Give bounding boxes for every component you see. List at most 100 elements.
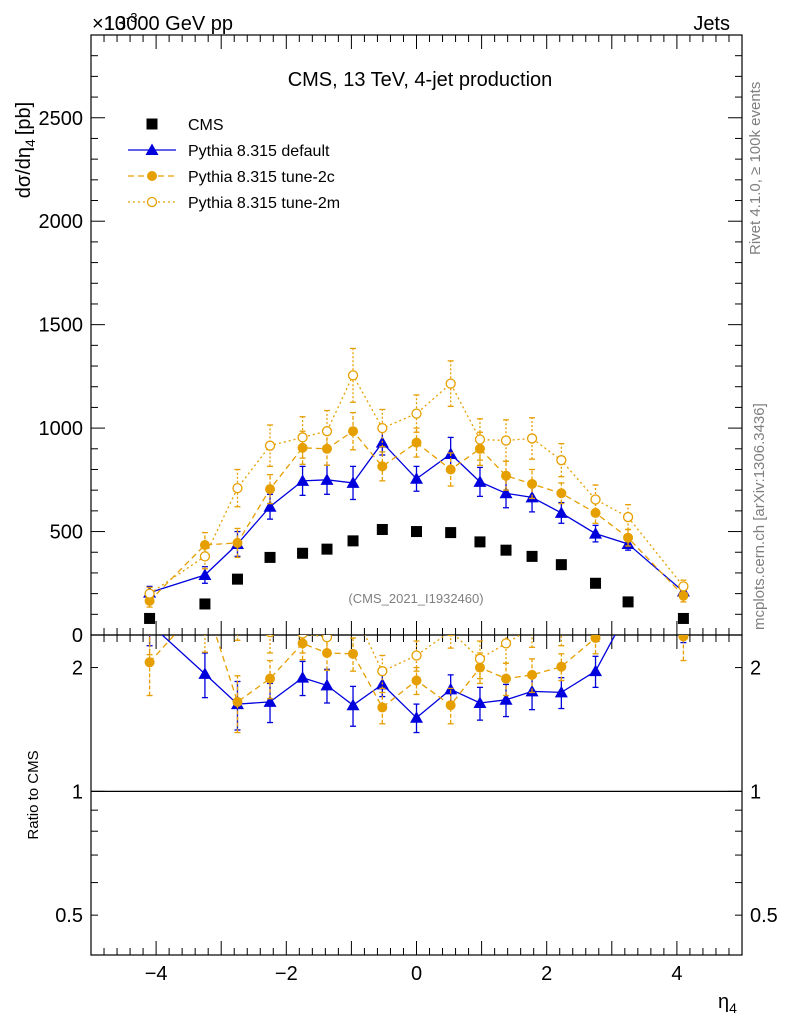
top-data-point [297, 432, 308, 443]
top-data-point [232, 482, 243, 494]
top-plot-marks [143, 347, 690, 624]
top-series-line [149, 441, 684, 594]
legend-marker [147, 171, 157, 181]
top-data-point [377, 422, 388, 434]
y-tick-label: 2000 [39, 211, 84, 233]
top-data-point [445, 527, 457, 539]
legend-label: Pythia 8.315 default [188, 143, 330, 160]
ratio-data-point [474, 662, 485, 673]
ratio-data-point [589, 664, 603, 677]
top-data-point [677, 612, 689, 624]
ratio-data-point [678, 635, 689, 642]
ratio-data-point [321, 635, 333, 643]
ratio-data-point [233, 614, 242, 623]
ratio-data-point [554, 685, 568, 698]
ratio-data-point [556, 661, 567, 672]
ratio-y-tick-label: 1 [72, 781, 83, 803]
top-data-point [622, 596, 634, 608]
legend-label: CMS [188, 117, 224, 134]
top-data-point [232, 537, 243, 548]
ratio-y-tick-label-right: 2 [750, 658, 761, 680]
ratio-data-point [411, 650, 422, 661]
top-data-point [411, 408, 422, 419]
ratio-plot-marks [144, 606, 689, 734]
top-series [144, 523, 689, 624]
ratio-axes: −4 −2 0 2 4 0.5 0.5 1 1 2 2 [55, 635, 778, 985]
top-data-point [526, 550, 538, 562]
top-data-point [231, 573, 243, 585]
ratio-y-tick-label: 0.5 [55, 905, 83, 927]
top-data-point [589, 527, 603, 539]
top-data-point [199, 540, 210, 550]
ratio-data-point [349, 606, 358, 615]
top-data-point [623, 532, 634, 543]
top-data-point [445, 378, 456, 389]
top-data-point [377, 461, 388, 472]
beam-label: 13000 GeV pp [104, 13, 233, 35]
ratio-data-point [557, 624, 566, 633]
top-data-point [410, 472, 423, 484]
legend: CMS Pythia 8.315 default Pythia 8.315 tune… [128, 117, 340, 212]
ratio-data-point [321, 647, 332, 658]
top-data-point [297, 547, 309, 559]
legend-label: Pythia 8.315 tune-2c [188, 169, 335, 186]
top-data-point [499, 486, 513, 499]
legend-marker [146, 196, 158, 208]
top-data-point [555, 559, 567, 571]
ratio-data-point [499, 693, 513, 705]
top-data-point [554, 506, 568, 518]
ratio-data-point [527, 669, 538, 680]
legend-entry: CMS [146, 117, 224, 134]
x-tick-label: 4 [671, 963, 682, 985]
top-data-point [474, 434, 486, 445]
top-data-point [590, 577, 602, 589]
top-data-point [347, 535, 359, 547]
top-data-point [144, 588, 155, 599]
top-data-point [527, 478, 538, 489]
x-tick-label: 2 [541, 963, 552, 985]
top-data-point [346, 476, 360, 488]
ratio-series [146, 635, 687, 734]
ratio-y-tick-label-right: 1 [750, 781, 761, 803]
top-series [144, 347, 689, 601]
ratio-data-point [473, 696, 487, 709]
y-tick-label: 2500 [39, 108, 84, 130]
ratio-data-point [232, 696, 243, 707]
legend-label: Pythia 8.315 tune-2m [188, 195, 340, 212]
svg-text:dσ/dη4[pb]: dσ/dη4[pb] [13, 102, 38, 198]
y-tick-label: 1000 [39, 418, 84, 440]
top-data-point [500, 544, 512, 556]
ratio-data-point [445, 700, 456, 711]
top-data-point [590, 494, 601, 505]
scale-label: ×10-3 [92, 10, 138, 35]
legend-entry: Pythia 8.315 tune-2c [128, 169, 335, 186]
ratio-data-point [144, 657, 155, 668]
ratio-data-point [346, 698, 360, 711]
x-tick-label: 0 [411, 963, 422, 985]
x-tick-label: −4 [145, 963, 168, 985]
top-axes: 0 500 1000 1500 2000 2500 [39, 35, 743, 647]
top-data-point [622, 511, 634, 523]
top-data-point [320, 473, 334, 485]
top-data-point [297, 442, 308, 453]
top-data-point [526, 433, 538, 444]
top-data-point [265, 484, 276, 495]
top-data-point [556, 455, 567, 466]
top-data-point [411, 437, 422, 448]
ratio-data-point [410, 711, 423, 723]
legend-entry: Pythia 8.315 tune-2m [128, 195, 340, 212]
top-data-point [321, 543, 333, 555]
top-data-point [411, 526, 422, 538]
top-series [144, 411, 689, 608]
y-tick-label: 500 [50, 522, 83, 544]
ratio-data-point [145, 623, 154, 632]
top-data-point [347, 370, 359, 381]
legend-marker [145, 143, 159, 155]
top-data-point [199, 598, 211, 610]
top-data-point [501, 470, 512, 481]
ratio-data-point [348, 648, 359, 659]
ratio-y-tick-label: 2 [72, 658, 83, 680]
legend-entry: Pythia 8.315 default [128, 143, 330, 160]
y-tick-label: 0 [72, 625, 83, 647]
